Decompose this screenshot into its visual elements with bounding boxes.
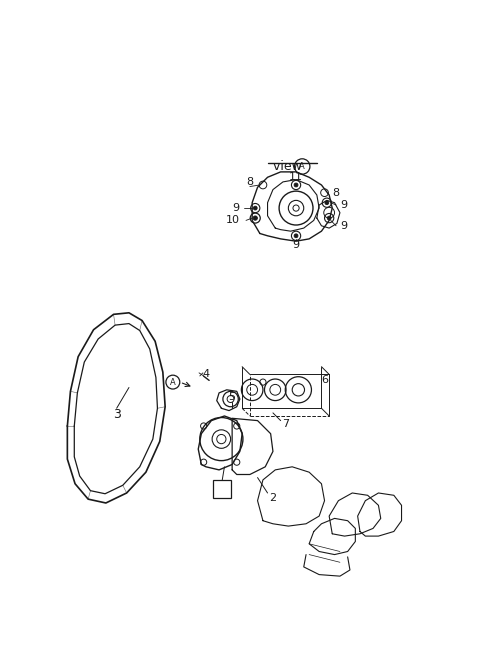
Text: 3: 3 — [113, 408, 120, 421]
Circle shape — [253, 206, 257, 210]
Text: 7: 7 — [282, 419, 289, 428]
Text: 8: 8 — [246, 177, 253, 187]
Text: 2: 2 — [269, 493, 276, 502]
Text: 9: 9 — [292, 240, 300, 250]
Text: 6: 6 — [321, 375, 328, 385]
Text: 9: 9 — [340, 221, 347, 231]
Circle shape — [253, 216, 257, 220]
FancyBboxPatch shape — [213, 480, 231, 499]
Text: 10: 10 — [226, 215, 240, 226]
Text: A: A — [300, 162, 305, 171]
Circle shape — [294, 234, 298, 237]
Text: 9: 9 — [233, 203, 240, 213]
Circle shape — [327, 216, 331, 220]
Text: A: A — [170, 378, 176, 386]
Circle shape — [325, 201, 329, 205]
Text: view: view — [273, 160, 306, 173]
Text: 9: 9 — [340, 200, 347, 210]
Text: 8: 8 — [332, 188, 339, 197]
Text: 1: 1 — [218, 484, 226, 494]
Text: 5: 5 — [228, 392, 236, 403]
Circle shape — [294, 183, 298, 187]
Text: 4: 4 — [203, 369, 210, 379]
Text: 11: 11 — [289, 173, 303, 182]
